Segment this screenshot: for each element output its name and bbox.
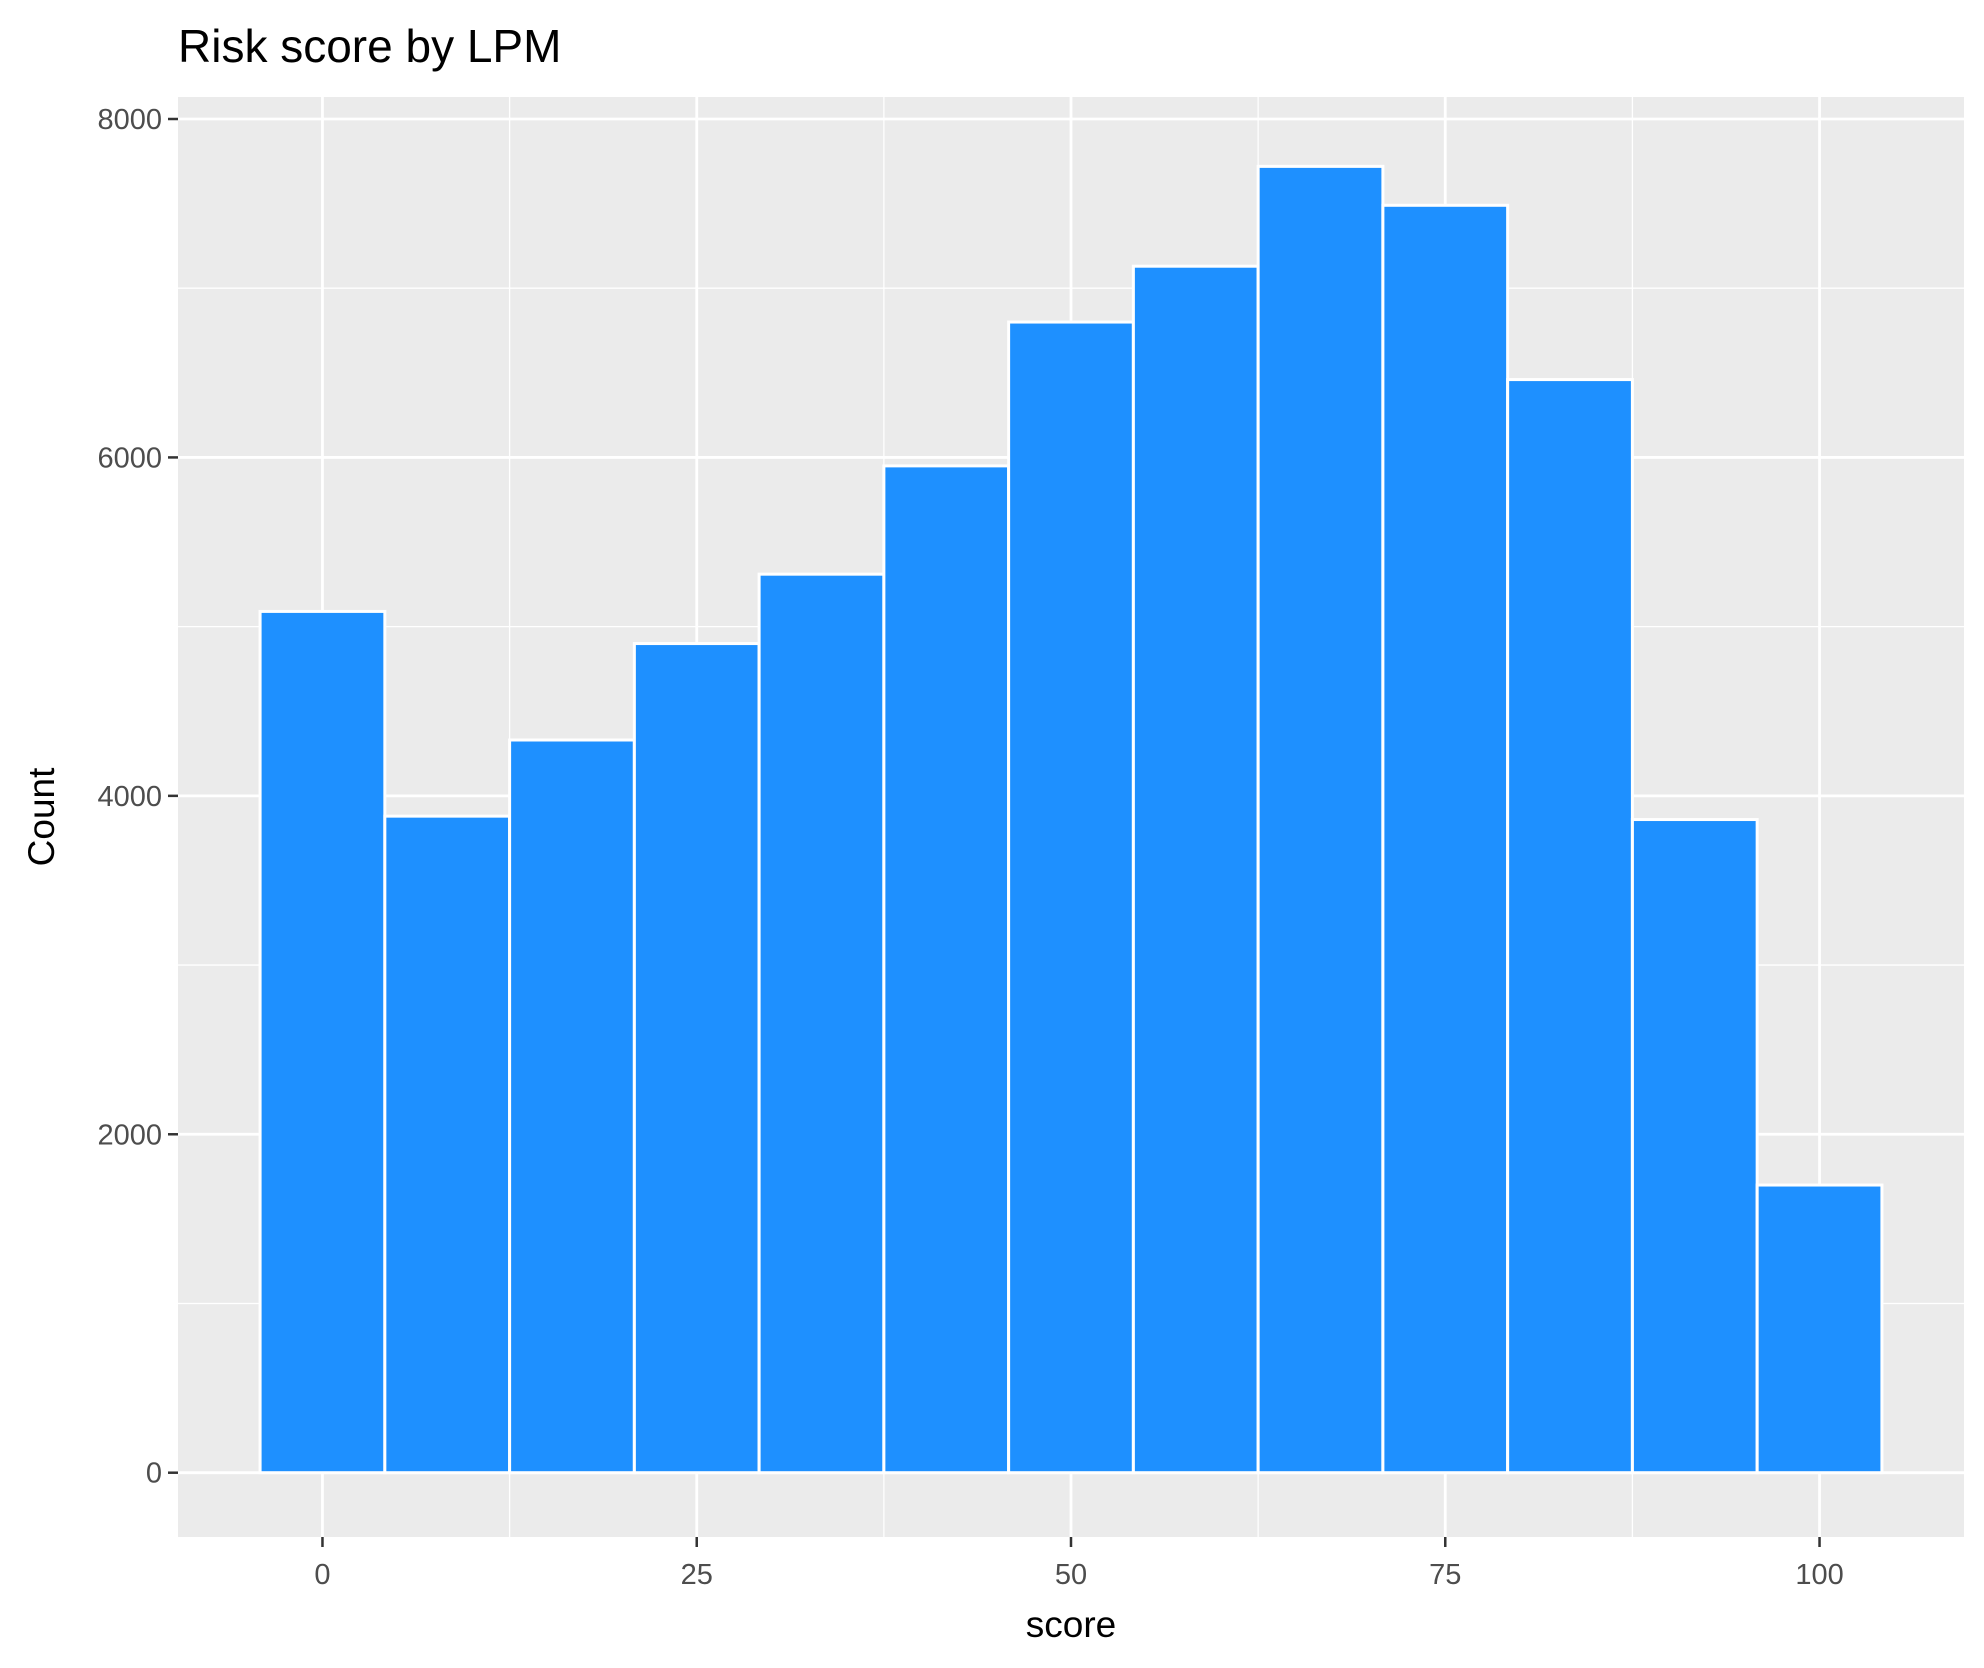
histogram-bar bbox=[383, 814, 512, 1475]
x-tick-label: 100 bbox=[1795, 1559, 1843, 1591]
x-tick-label: 25 bbox=[681, 1559, 713, 1591]
histogram-bar bbox=[1007, 320, 1135, 1475]
y-tick-label: 8000 bbox=[97, 104, 162, 136]
y-tick-label: 2000 bbox=[97, 1119, 162, 1151]
histogram-bar bbox=[1381, 203, 1510, 1475]
histogram-bar bbox=[757, 572, 886, 1475]
histogram-bar bbox=[882, 464, 1011, 1475]
histogram-bar bbox=[1755, 1183, 1884, 1475]
histogram-bar bbox=[1256, 164, 1385, 1475]
histogram-bars bbox=[258, 164, 1884, 1475]
y-axis-title: Count bbox=[21, 767, 62, 866]
y-tick-label: 0 bbox=[146, 1458, 162, 1490]
histogram-bar bbox=[258, 609, 387, 1475]
histogram-bar bbox=[1506, 378, 1634, 1475]
y-axis-ticks: 0 2000 4000 6000 8000 bbox=[97, 104, 178, 1490]
y-tick-label: 4000 bbox=[97, 781, 162, 813]
x-tick-label: 75 bbox=[1429, 1559, 1461, 1591]
y-tick-label: 6000 bbox=[97, 442, 162, 474]
histogram-bar bbox=[632, 642, 761, 1475]
chart-title: Risk score by LPM bbox=[178, 20, 561, 72]
x-axis-title: score bbox=[1026, 1604, 1116, 1645]
histogram-bar bbox=[508, 738, 636, 1475]
histogram-bar bbox=[1630, 818, 1759, 1475]
histogram-bar bbox=[1131, 264, 1260, 1475]
x-tick-label: 50 bbox=[1055, 1559, 1087, 1591]
x-axis-ticks: 0 25 50 75 100 bbox=[314, 1537, 1844, 1591]
x-tick-label: 0 bbox=[314, 1559, 330, 1591]
